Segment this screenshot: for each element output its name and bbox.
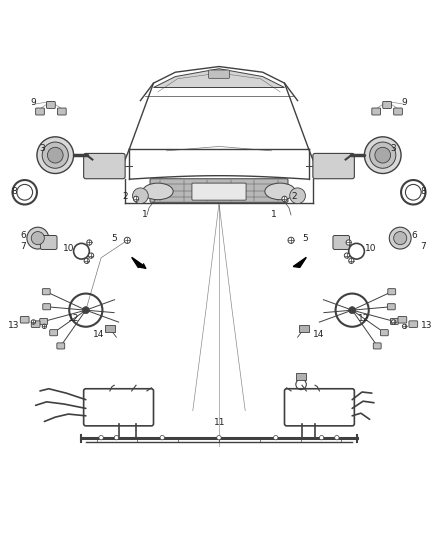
- Text: 3: 3: [39, 144, 45, 153]
- FancyBboxPatch shape: [394, 108, 403, 115]
- Circle shape: [31, 231, 44, 245]
- FancyBboxPatch shape: [40, 236, 57, 249]
- Text: 8: 8: [420, 187, 426, 196]
- Circle shape: [403, 324, 407, 328]
- Circle shape: [346, 240, 351, 245]
- Text: 2: 2: [291, 192, 297, 201]
- FancyBboxPatch shape: [383, 101, 392, 108]
- Text: 14: 14: [313, 330, 324, 338]
- FancyBboxPatch shape: [373, 343, 381, 349]
- FancyBboxPatch shape: [372, 108, 381, 115]
- Circle shape: [335, 435, 339, 440]
- Circle shape: [274, 435, 278, 440]
- Circle shape: [344, 253, 350, 258]
- Text: 13: 13: [420, 321, 432, 330]
- Text: 14: 14: [93, 330, 105, 338]
- Circle shape: [124, 237, 131, 244]
- FancyBboxPatch shape: [333, 236, 350, 249]
- Circle shape: [82, 306, 89, 313]
- FancyBboxPatch shape: [150, 179, 288, 203]
- Circle shape: [389, 227, 411, 249]
- FancyBboxPatch shape: [390, 318, 398, 325]
- Circle shape: [319, 435, 324, 440]
- FancyBboxPatch shape: [398, 317, 407, 323]
- Circle shape: [364, 137, 401, 174]
- Text: 9: 9: [402, 98, 407, 107]
- FancyBboxPatch shape: [192, 183, 246, 200]
- Text: 1: 1: [142, 211, 148, 220]
- Text: 2: 2: [122, 192, 128, 201]
- Circle shape: [394, 231, 407, 245]
- Circle shape: [392, 320, 396, 324]
- FancyBboxPatch shape: [50, 329, 57, 336]
- FancyBboxPatch shape: [388, 289, 396, 295]
- FancyBboxPatch shape: [20, 317, 29, 323]
- FancyBboxPatch shape: [35, 108, 44, 115]
- Circle shape: [349, 258, 354, 263]
- Text: 9: 9: [31, 98, 36, 107]
- Text: 3: 3: [391, 144, 396, 153]
- FancyBboxPatch shape: [409, 321, 418, 327]
- Polygon shape: [293, 257, 306, 268]
- Text: 8: 8: [11, 187, 17, 196]
- FancyBboxPatch shape: [299, 325, 309, 332]
- FancyBboxPatch shape: [57, 108, 66, 115]
- Text: 6: 6: [21, 231, 26, 239]
- Text: 11: 11: [214, 418, 226, 427]
- FancyBboxPatch shape: [387, 304, 395, 310]
- Circle shape: [84, 258, 89, 263]
- Circle shape: [370, 142, 396, 168]
- Circle shape: [31, 320, 35, 324]
- Text: 12: 12: [358, 314, 370, 324]
- Text: 6: 6: [412, 231, 417, 239]
- Circle shape: [290, 188, 305, 204]
- FancyBboxPatch shape: [43, 304, 51, 310]
- Circle shape: [87, 240, 92, 245]
- Text: 1: 1: [271, 211, 276, 220]
- Circle shape: [37, 137, 74, 174]
- Text: 12: 12: [68, 314, 80, 324]
- Circle shape: [133, 188, 148, 204]
- Circle shape: [42, 142, 68, 168]
- Circle shape: [88, 253, 94, 258]
- Circle shape: [42, 324, 46, 328]
- Text: 7: 7: [21, 243, 26, 252]
- Circle shape: [47, 147, 63, 163]
- Ellipse shape: [143, 183, 173, 200]
- Circle shape: [160, 435, 164, 440]
- FancyBboxPatch shape: [208, 70, 230, 78]
- Circle shape: [282, 196, 287, 201]
- Circle shape: [349, 306, 356, 313]
- FancyBboxPatch shape: [46, 101, 55, 108]
- Circle shape: [288, 237, 294, 244]
- Polygon shape: [132, 257, 145, 268]
- Ellipse shape: [265, 183, 295, 200]
- Polygon shape: [153, 69, 285, 87]
- Circle shape: [27, 227, 49, 249]
- FancyBboxPatch shape: [381, 329, 388, 336]
- Circle shape: [99, 435, 103, 440]
- Text: 10: 10: [63, 244, 74, 253]
- Text: 7: 7: [420, 243, 426, 252]
- Circle shape: [375, 147, 391, 163]
- FancyBboxPatch shape: [40, 318, 48, 325]
- Circle shape: [134, 196, 139, 201]
- FancyBboxPatch shape: [31, 321, 40, 327]
- Text: 5: 5: [303, 233, 308, 243]
- FancyBboxPatch shape: [313, 154, 354, 179]
- FancyBboxPatch shape: [296, 373, 306, 380]
- FancyBboxPatch shape: [84, 154, 125, 179]
- FancyBboxPatch shape: [57, 343, 65, 349]
- Text: 5: 5: [111, 233, 117, 243]
- Circle shape: [114, 435, 119, 440]
- Text: 13: 13: [8, 321, 20, 330]
- FancyBboxPatch shape: [105, 325, 115, 332]
- FancyBboxPatch shape: [42, 289, 50, 295]
- Text: 10: 10: [365, 244, 377, 253]
- Circle shape: [217, 435, 221, 440]
